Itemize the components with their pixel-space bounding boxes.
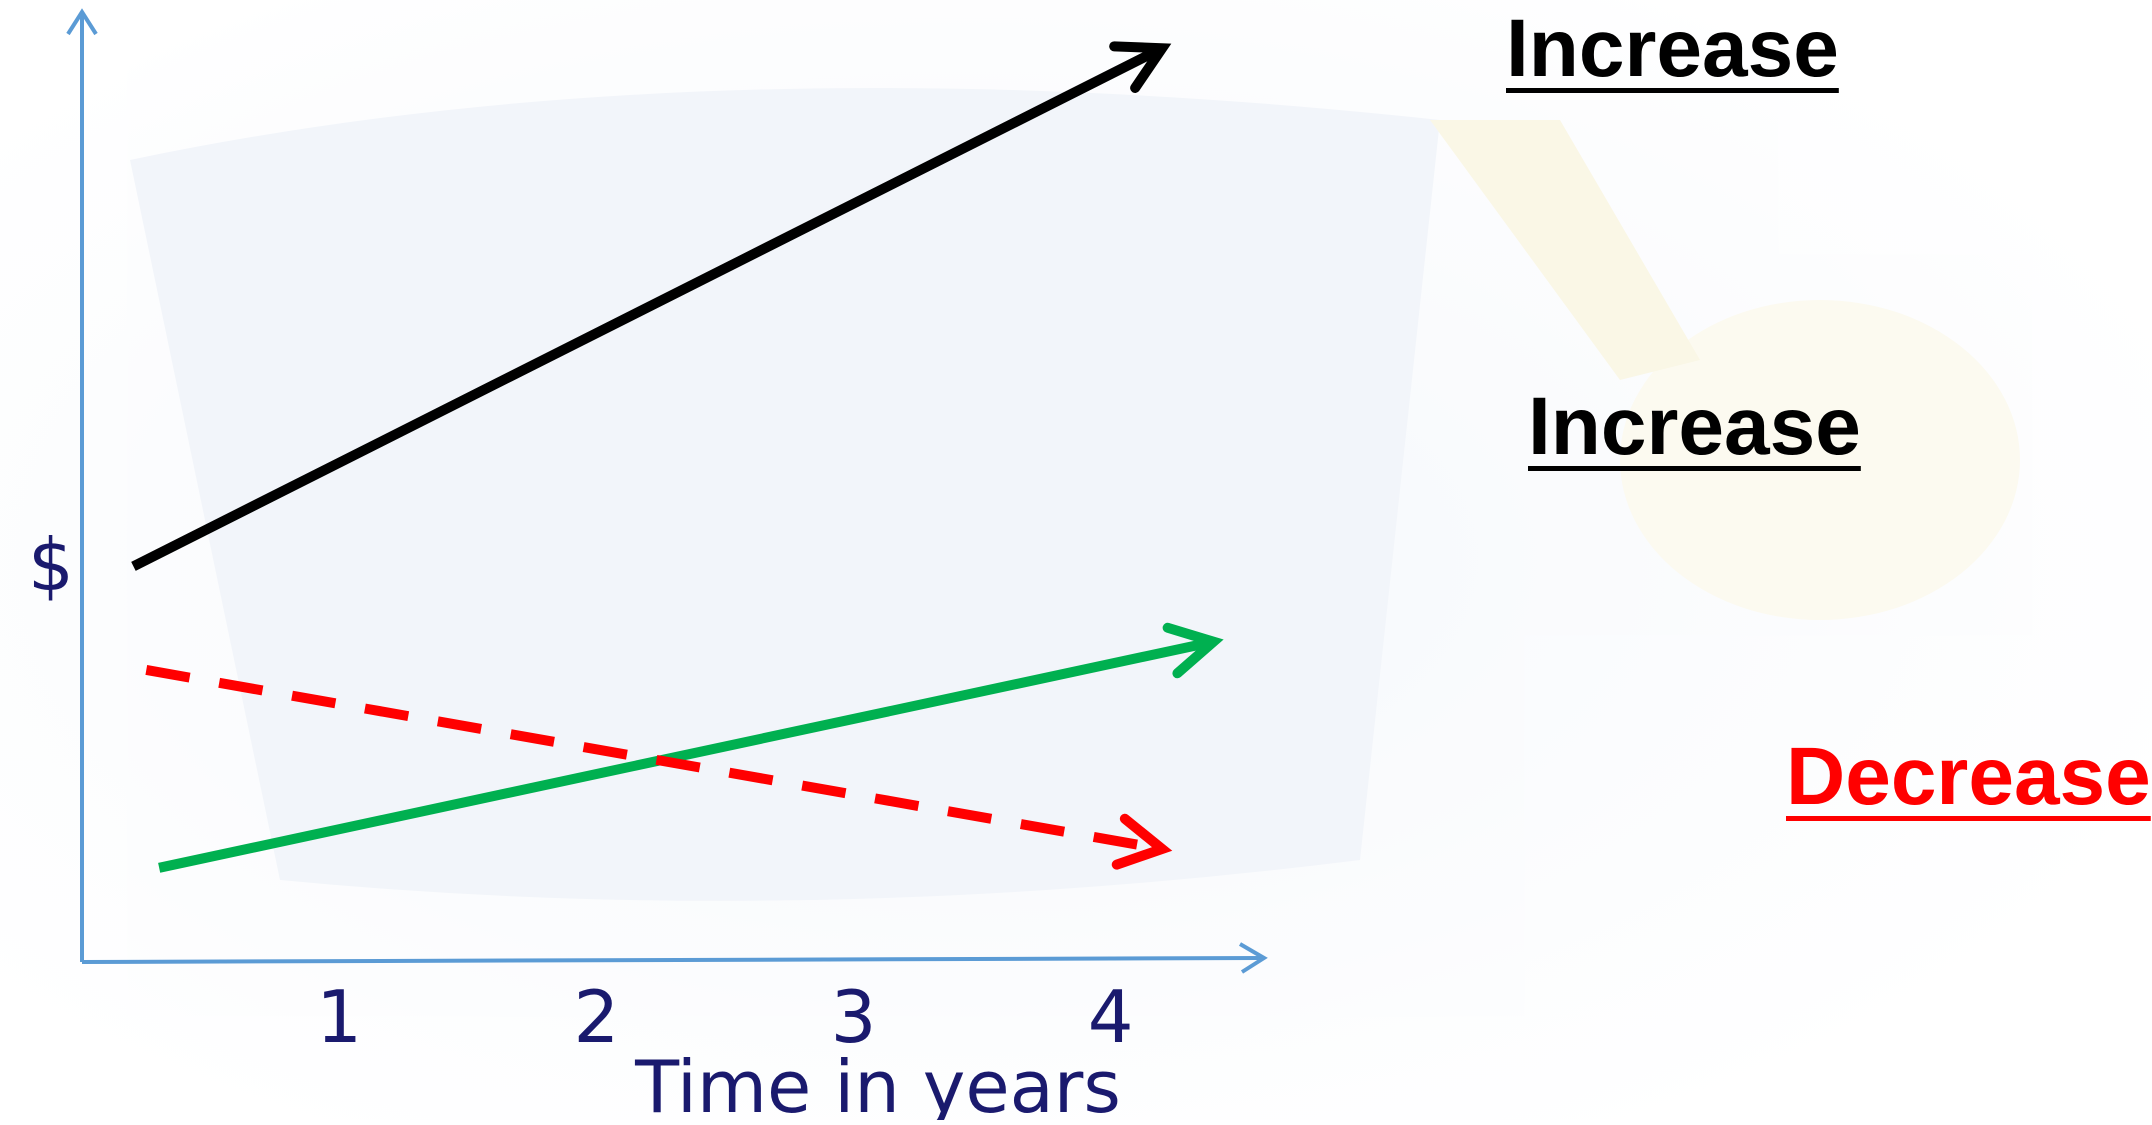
series-arrowhead-3 bbox=[1111, 813, 1173, 870]
x-tick-label-2: 2 bbox=[573, 975, 619, 1059]
chart-axes bbox=[66, 8, 1268, 974]
x-axis-label: Time in years bbox=[634, 1045, 1121, 1120]
x-tick-label-3: 3 bbox=[831, 975, 877, 1059]
annotation-decrease: Decrease bbox=[1786, 731, 2151, 822]
x-axis-line bbox=[81, 956, 1263, 964]
series-line-3 bbox=[145, 665, 1163, 854]
chart-series bbox=[131, 41, 1224, 873]
x-tick-label-1: 1 bbox=[316, 975, 362, 1059]
series-line-1 bbox=[131, 43, 1165, 571]
y-axis-label: $ bbox=[28, 523, 74, 607]
y-axis-arrowhead bbox=[66, 8, 98, 36]
x-tick-labels: 1 2 3 4 bbox=[316, 975, 1133, 1059]
series-line-2 bbox=[158, 636, 1215, 873]
series-arrowhead-1 bbox=[1109, 41, 1172, 93]
series-arrowhead-2 bbox=[1162, 622, 1224, 679]
annotation-increase-middle: Increase bbox=[1528, 381, 1861, 472]
annotation-increase-top: Increase bbox=[1506, 3, 1839, 94]
x-tick-label-4: 4 bbox=[1088, 975, 1134, 1059]
x-axis-arrowhead bbox=[1238, 942, 1268, 974]
